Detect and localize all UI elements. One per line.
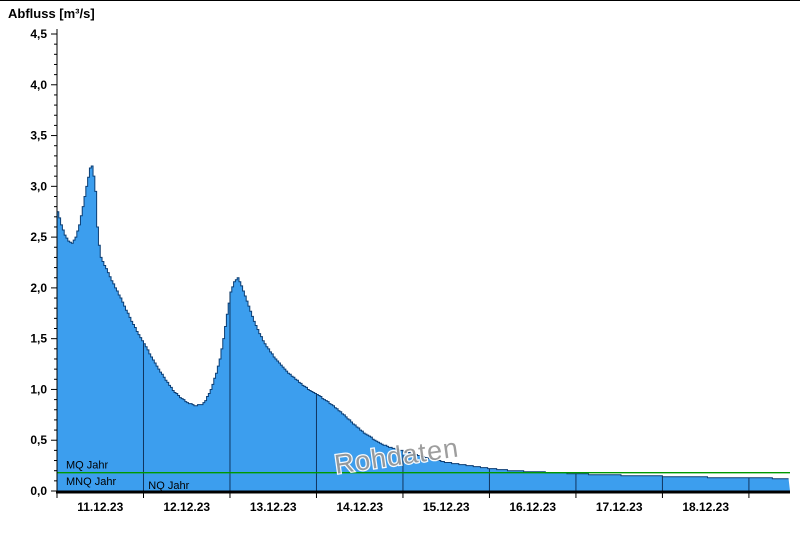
y-tick-label: 4,0: [30, 78, 47, 92]
y-tick-label: 1,5: [30, 332, 47, 346]
x-tick-label: 11.12.23: [77, 500, 123, 514]
chart-title: Abfluss [m³/s]: [8, 6, 95, 21]
y-tick-label: 4,5: [30, 27, 47, 41]
y-tick-label: 3,5: [30, 129, 47, 143]
y-tick-label: 0,0: [30, 484, 47, 498]
x-tick-label: 12.12.23: [163, 500, 210, 514]
x-tick-label: 13.12.23: [250, 500, 297, 514]
y-tick-label: 0,5: [30, 433, 47, 447]
x-tick-label: 17.12.23: [596, 500, 643, 514]
nq-jahr-label: NQ Jahr: [148, 480, 189, 492]
x-tick-label: 18.12.23: [682, 500, 729, 514]
x-tick-label: 15.12.23: [423, 500, 470, 514]
discharge-curve: [57, 165, 789, 480]
mnq-jahr-label: MNQ Jahr: [66, 476, 116, 488]
discharge-area: [57, 166, 790, 491]
y-tick-label: 2,0: [30, 281, 47, 295]
x-tick-label: 16.12.23: [509, 500, 556, 514]
y-tick-label: 1,0: [30, 382, 47, 396]
mq-jahr-label: MQ Jahr: [66, 460, 109, 472]
y-tick-label: 2,5: [30, 230, 47, 244]
x-tick-label: 14.12.23: [336, 500, 383, 514]
y-tick-label: 3,0: [30, 179, 47, 193]
